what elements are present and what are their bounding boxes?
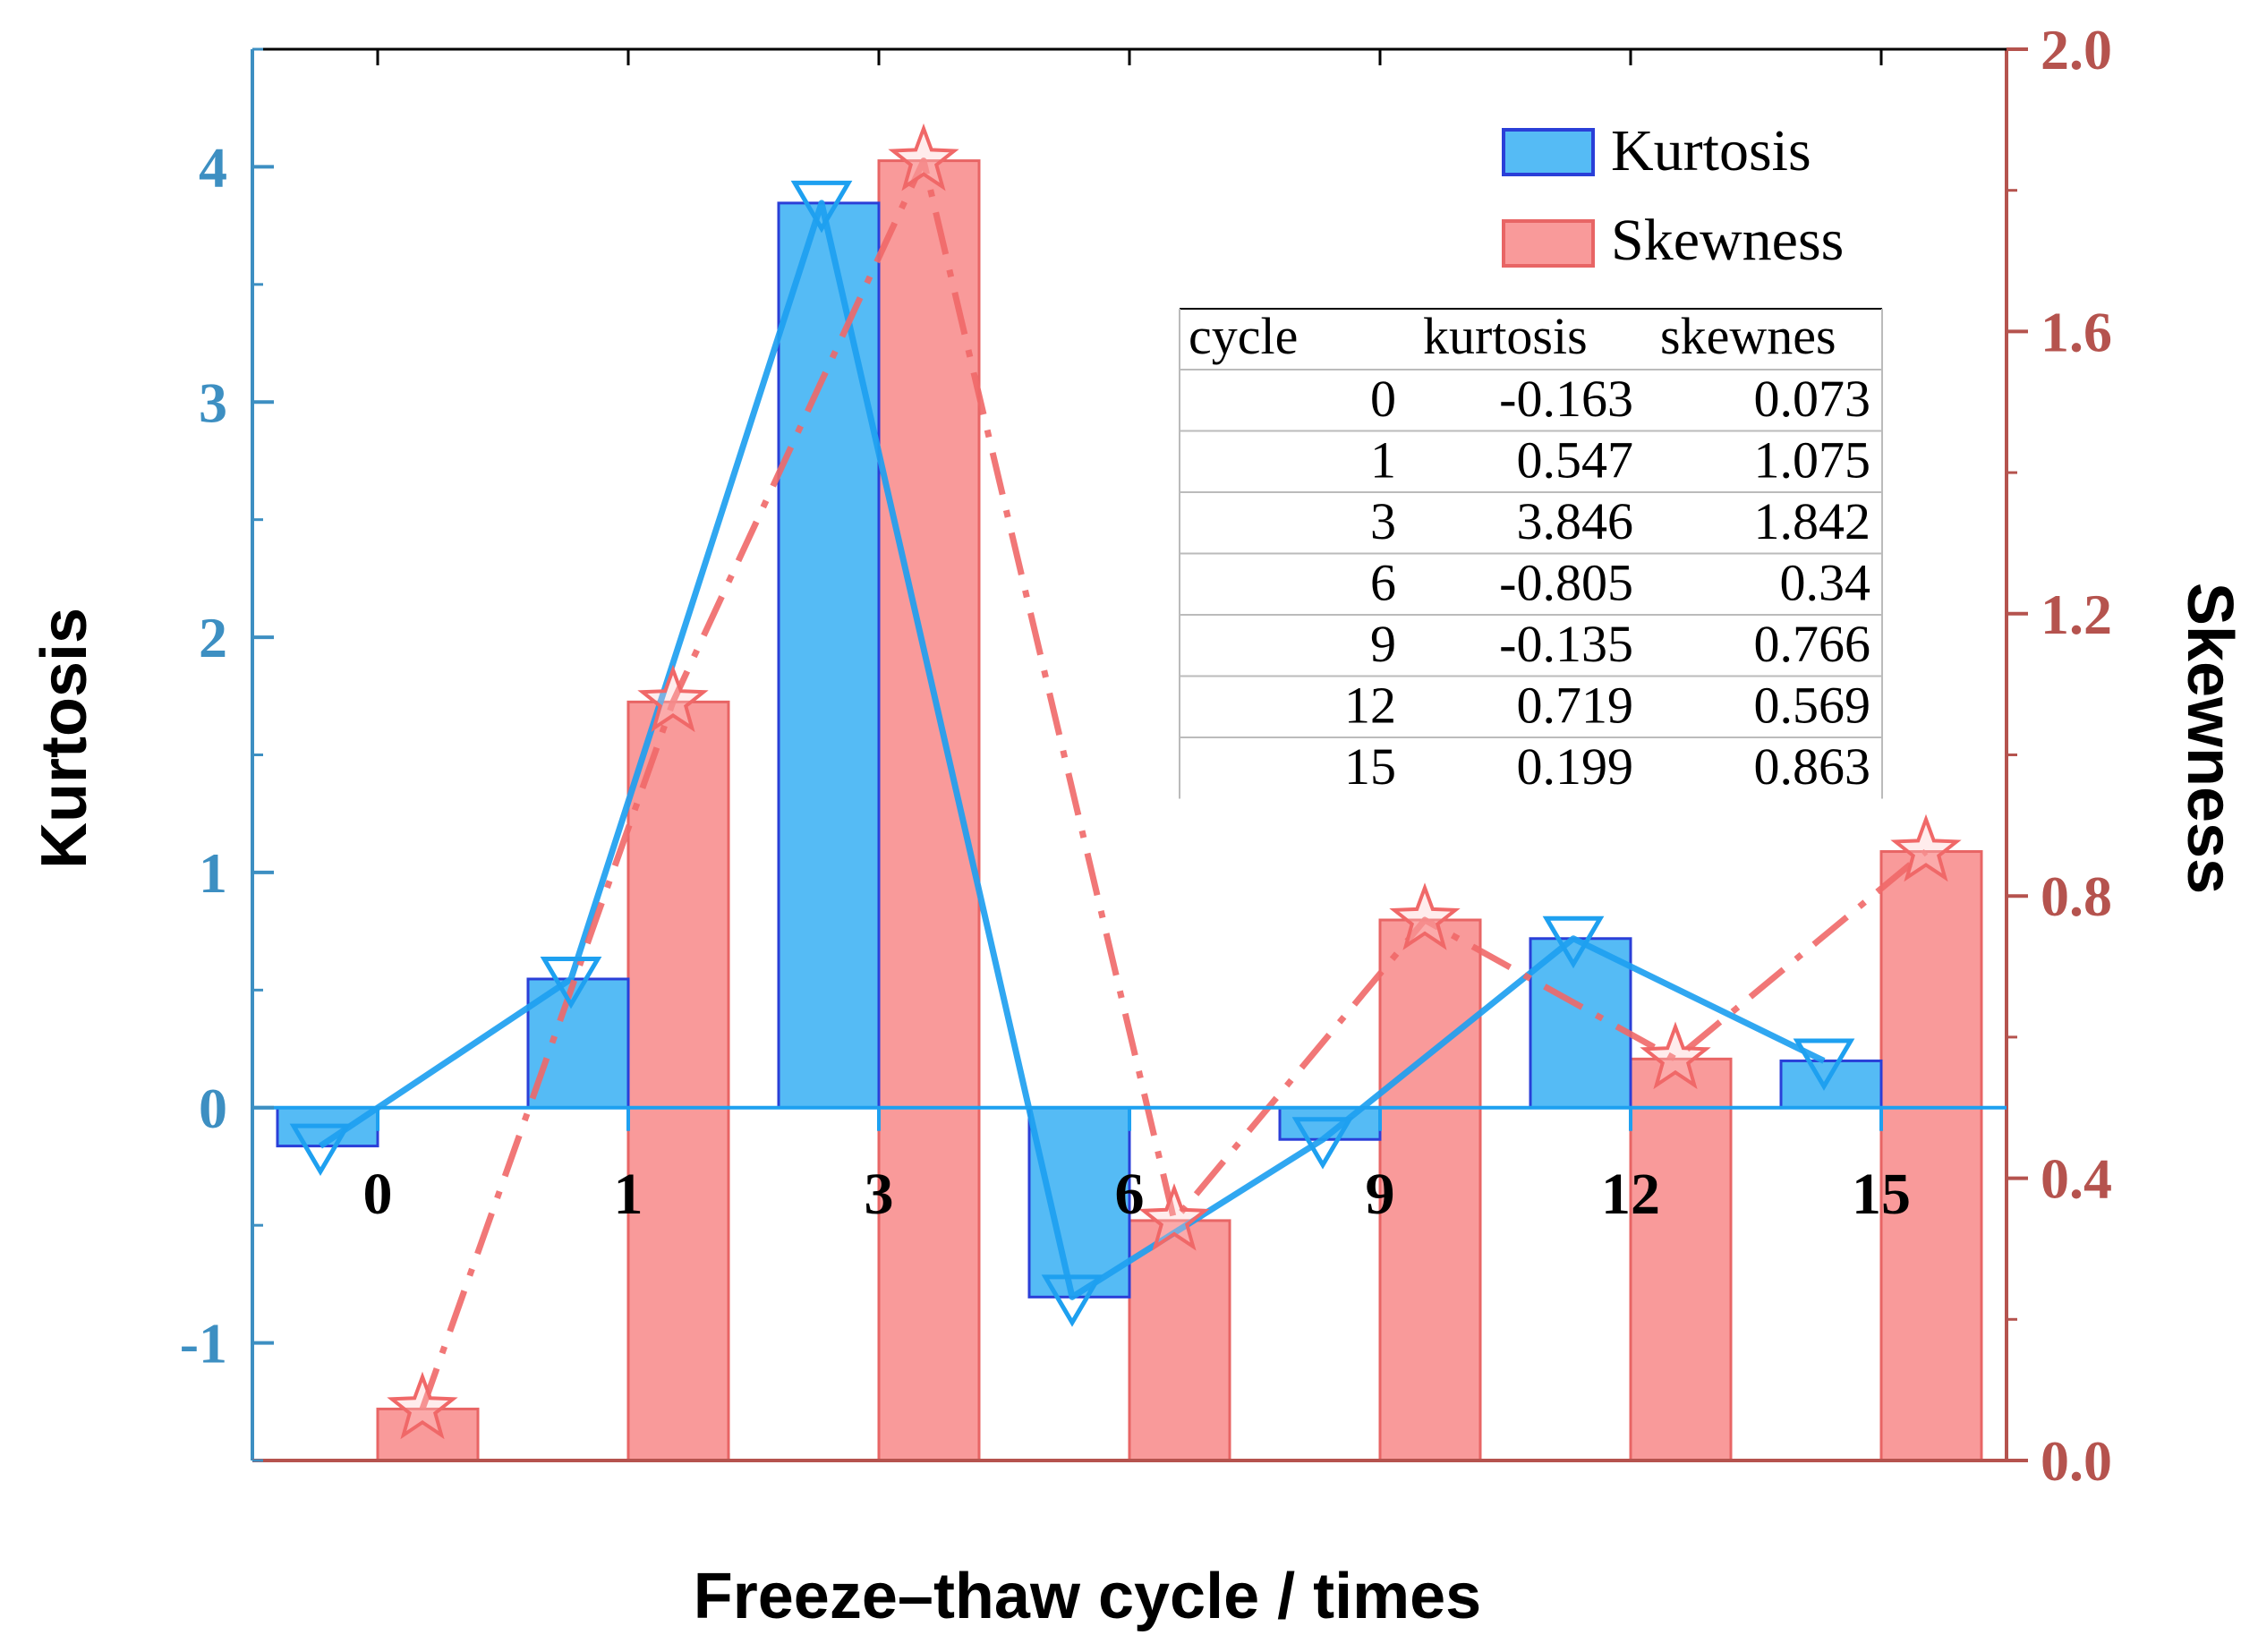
- y-axis-label-left: Kurtosis: [29, 608, 100, 869]
- skewness-star-marker: [1389, 882, 1461, 950]
- skewness-bar: [877, 159, 981, 1462]
- table-header-cell: cycle: [1189, 307, 1298, 365]
- table-cell: 1.075: [1754, 431, 1871, 490]
- skewness-star-marker: [1138, 1183, 1210, 1251]
- table-header-cell: skewnes: [1660, 307, 1836, 365]
- series-markers: [289, 123, 1962, 1440]
- table-header-cell: kurtosis: [1423, 307, 1588, 365]
- table-cell: 0.766: [1754, 615, 1871, 673]
- table-cell: 3.846: [1517, 492, 1634, 550]
- kurtosis-triangle-marker: [1793, 1038, 1855, 1091]
- right-tick-label: 0.4: [2041, 1147, 2112, 1211]
- table-cell: 0.073: [1754, 370, 1871, 428]
- skewness-star-marker: [1890, 813, 1962, 882]
- skewness-bar: [626, 700, 730, 1462]
- legend-swatch-skewness: [1502, 219, 1595, 268]
- kurtosis-triangle-marker: [540, 956, 602, 1009]
- skewness-star-marker: [387, 1371, 458, 1440]
- table-cell: 1.842: [1754, 492, 1871, 550]
- y-axis-label-right: Skewness: [2174, 583, 2245, 894]
- table-cell: 3: [1370, 492, 1396, 550]
- legend-label-kurtosis: Kurtosis: [1611, 118, 1811, 183]
- table-cell: 1: [1370, 431, 1396, 490]
- right-tick-label: 1.2: [2041, 583, 2112, 646]
- left-tick-label: -1: [180, 1312, 227, 1375]
- table-cell: -0.163: [1499, 370, 1633, 428]
- right-tick-label: 2.0: [2041, 18, 2112, 81]
- left-tick-label: 4: [199, 135, 227, 199]
- kurtosis-line: [319, 200, 1826, 1300]
- x-tick-label: 15: [1852, 1162, 1911, 1227]
- skewness-bar: [1879, 850, 1983, 1462]
- series-lines: [319, 158, 1929, 1410]
- x-tick-label: 9: [1366, 1162, 1395, 1227]
- kurtosis-triangle-marker: [1542, 915, 1605, 969]
- x-tick-label: 3: [865, 1162, 894, 1227]
- legend: Kurtosis Skewness: [1502, 118, 1844, 273]
- x-tick-label: 1: [614, 1162, 643, 1227]
- table-cell: 0.34: [1780, 554, 1871, 612]
- skewness-bar: [1378, 918, 1482, 1462]
- kurtosis-triangle-marker: [289, 1123, 352, 1177]
- table-cell: 0.719: [1517, 677, 1634, 735]
- table-cell: 0.199: [1517, 737, 1634, 796]
- table-cell: -0.135: [1499, 615, 1633, 673]
- table-cell: -0.805: [1499, 554, 1633, 612]
- table-cell: 0: [1370, 370, 1396, 428]
- x-axis-label: Freeze–thaw cycle / times: [694, 1561, 1481, 1632]
- legend-swatch-kurtosis: [1502, 128, 1595, 176]
- x-tick-label: 0: [363, 1162, 393, 1227]
- skewness-star-marker: [888, 123, 959, 192]
- kurtosis-bar: [1779, 1059, 1883, 1110]
- left-tick-label: 3: [199, 370, 227, 434]
- table-cell: 0.569: [1754, 677, 1871, 735]
- table-cell: 15: [1344, 737, 1396, 796]
- skewness-star-marker: [637, 664, 709, 733]
- table-cell: 0.863: [1754, 737, 1871, 796]
- inset-data-table: cycle kurtosis skewnes 0 -0.163 0.073 1 0.547 1.…: [1179, 307, 1883, 799]
- skewness-bar: [1629, 1057, 1733, 1462]
- right-tick-label: 0.0: [2041, 1429, 2112, 1493]
- legend-label-skewness: Skewness: [1611, 208, 1844, 273]
- right-tick-label: 1.6: [2041, 300, 2112, 363]
- right-axis-ticks: 0.0 0.4 0.8 1.2 1.6 2.0: [2007, 18, 2112, 1493]
- table-cell: 12: [1344, 677, 1396, 735]
- kurtosis-bar: [777, 201, 881, 1110]
- left-tick-label: 0: [199, 1077, 227, 1140]
- table-cell: 9: [1370, 615, 1396, 673]
- right-tick-label: 0.8: [2041, 864, 2112, 928]
- left-axis-ticks: -1 0 1 2 3 4: [180, 47, 274, 1462]
- skewness-bar: [1128, 1219, 1231, 1462]
- table-cell: 0.547: [1517, 431, 1634, 490]
- kurtosis-triangle-marker: [790, 180, 853, 234]
- x-axis-ticks: 0 1 3 6 9 12 15: [363, 1107, 1911, 1227]
- skewness-star-marker: [1640, 1021, 1711, 1090]
- left-tick-label: 1: [199, 841, 227, 905]
- kurtosis-triangle-marker: [1291, 1117, 1354, 1170]
- left-tick-label: 2: [199, 606, 227, 669]
- skewness-line: [419, 158, 1929, 1410]
- kurtosis-bar: [1027, 1106, 1131, 1299]
- x-tick-label: 12: [1601, 1162, 1660, 1227]
- x-tick-label: 6: [1115, 1162, 1145, 1227]
- kurtosis-triangle-marker: [1041, 1274, 1103, 1327]
- table-cell: 6: [1370, 554, 1396, 612]
